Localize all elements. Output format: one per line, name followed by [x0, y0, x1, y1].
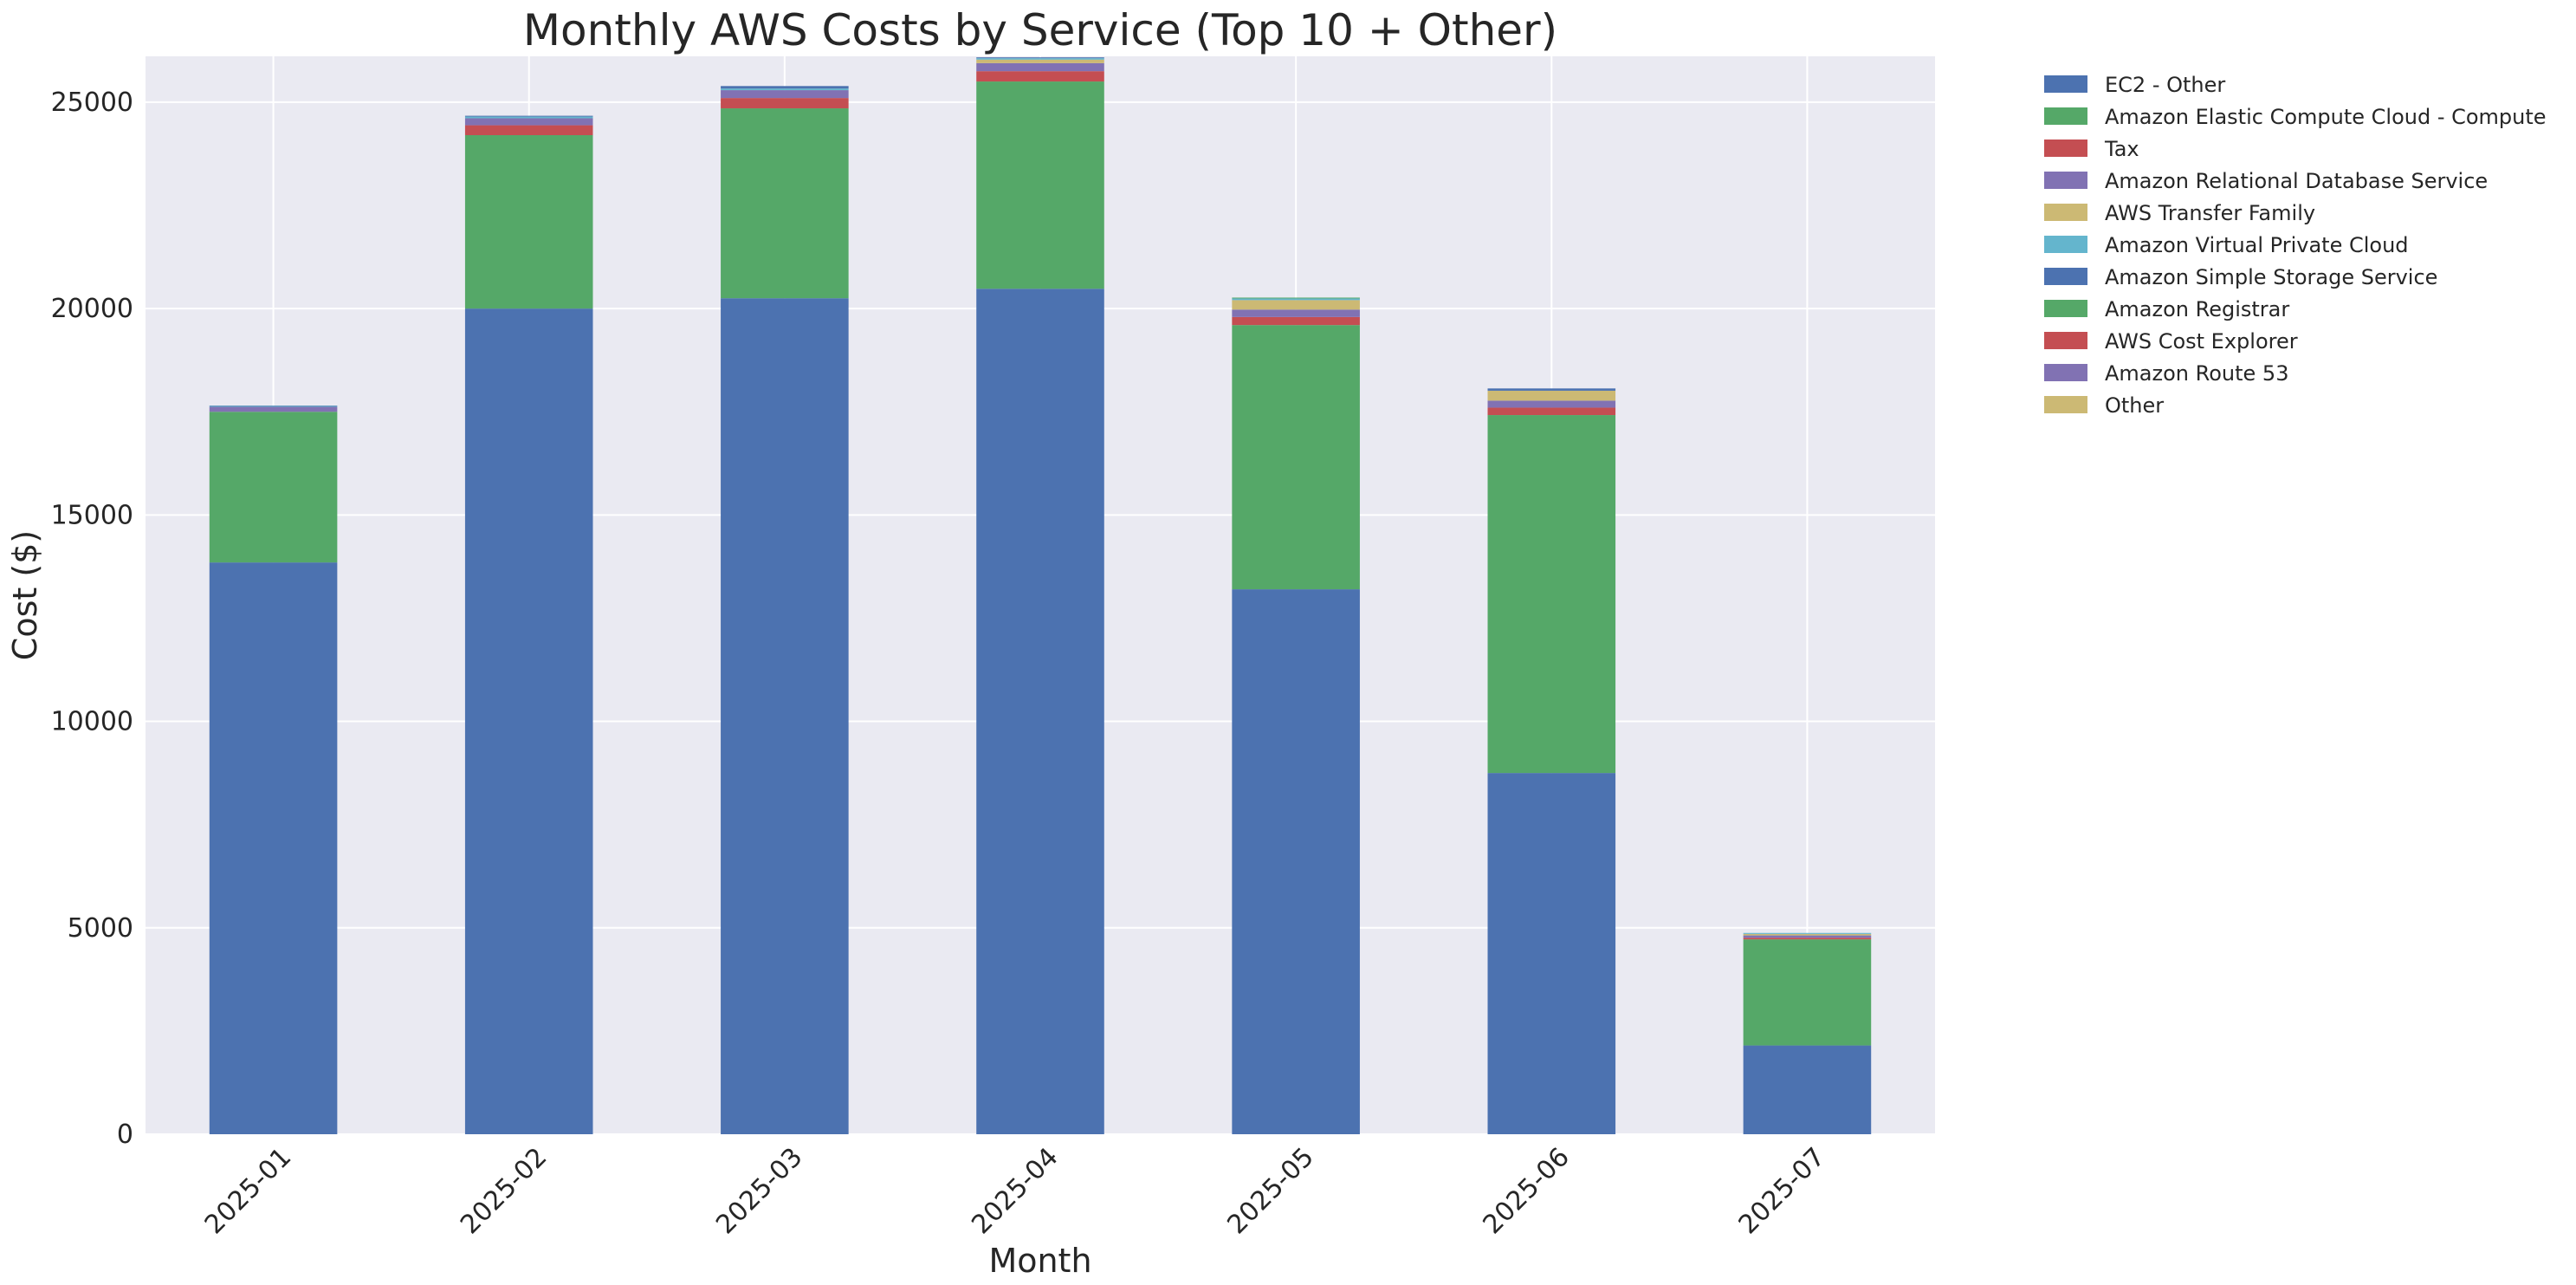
bar-segment-aws-transfer-family-2025-07 — [1743, 933, 1872, 936]
legend-label: Tax — [2104, 137, 2139, 161]
x-tick-label: 2025-07 — [1733, 1142, 1831, 1240]
legend-swatch — [2044, 75, 2087, 93]
legend-swatch — [2044, 396, 2087, 413]
y-tick-labels: 0 5000 10000 15000 20000 25000 — [51, 88, 133, 1150]
legend: EC2 - Other Amazon Elastic Compute Cloud … — [2044, 73, 2547, 418]
y-axis-label: Cost ($) — [6, 530, 44, 660]
x-tick-labels: 2025-01 2025-02 2025-03 2025-04 2025-05 2025-… — [199, 1142, 1831, 1240]
legend-label: Amazon Simple Storage Service — [2105, 265, 2437, 289]
y-tick-label: 10000 — [51, 707, 133, 737]
y-tick-label: 25000 — [51, 88, 133, 118]
bar-segment-amazon-elastic-compute-cloud-compute-2025-03 — [721, 108, 849, 299]
bars — [209, 57, 1872, 1134]
bar-segment-tax-2025-06 — [1487, 407, 1616, 416]
x-tick-label: 2025-01 — [199, 1142, 297, 1240]
bar-segment-amazon-relational-database-service-2025-02 — [464, 118, 593, 126]
bar-segment-amazon-virtual-private-cloud-2025-04 — [976, 58, 1104, 60]
x-tick-label: 2025-02 — [455, 1142, 553, 1240]
x-tick-label: 2025-06 — [1478, 1142, 1576, 1240]
chart-title: Monthly AWS Costs by Service (Top 10 + O… — [523, 5, 1557, 55]
bar-segment-amazon-simple-storage-service-2025-02 — [464, 115, 593, 117]
bar-segment-tax-2025-05 — [1232, 316, 1360, 326]
bar-segment-ec2-other-2025-06 — [1487, 773, 1616, 1134]
bar-segment-amazon-relational-database-service-2025-01 — [209, 406, 338, 412]
legend-swatch — [2044, 140, 2087, 157]
bar-segment-amazon-relational-database-service-2025-06 — [1487, 400, 1616, 408]
bar-segment-aws-transfer-family-2025-06 — [1487, 390, 1616, 401]
bar-segment-amazon-registrar-2025-05 — [1232, 297, 1360, 299]
bar-segment-tax-2025-03 — [721, 98, 849, 109]
legend-swatch — [2044, 107, 2087, 125]
legend-swatch — [2044, 172, 2087, 189]
bar-segment-amazon-elastic-compute-cloud-compute-2025-04 — [976, 81, 1104, 289]
legend-label: EC2 - Other — [2105, 73, 2225, 97]
bar-segment-ec2-other-2025-05 — [1232, 589, 1360, 1134]
legend-swatch — [2044, 204, 2087, 221]
bar-segment-amazon-virtual-private-cloud-2025-03 — [721, 88, 849, 91]
bar-segment-amazon-elastic-compute-cloud-compute-2025-06 — [1487, 415, 1616, 774]
legend-label: Amazon Relational Database Service — [2105, 169, 2488, 193]
legend-label: AWS Cost Explorer — [2105, 329, 2298, 354]
x-tick-label: 2025-05 — [1221, 1142, 1319, 1240]
bar-segment-ec2-other-2025-04 — [976, 289, 1104, 1134]
y-tick-label: 5000 — [68, 913, 133, 944]
bar-segment-amazon-elastic-compute-cloud-compute-2025-02 — [464, 135, 593, 309]
bar-segment-amazon-simple-storage-service-2025-04 — [976, 57, 1104, 59]
bar-segment-aws-transfer-family-2025-05 — [1232, 300, 1360, 310]
bar-segment-amazon-elastic-compute-cloud-compute-2025-05 — [1232, 325, 1360, 590]
legend-swatch — [2044, 236, 2087, 253]
y-tick-label: 15000 — [51, 500, 133, 530]
bar-segment-tax-2025-02 — [464, 125, 593, 136]
bar-segment-tax-2025-07 — [1743, 938, 1872, 940]
bar-segment-amazon-elastic-compute-cloud-compute-2025-07 — [1743, 939, 1872, 1046]
bar-segment-amazon-simple-storage-service-2025-03 — [721, 86, 849, 89]
legend-label: AWS Transfer Family — [2105, 201, 2315, 225]
bar-segment-ec2-other-2025-02 — [464, 308, 593, 1134]
bar-segment-amazon-virtual-private-cloud-2025-01 — [209, 406, 338, 407]
bar-segment-amazon-relational-database-service-2025-07 — [1743, 935, 1872, 938]
legend-swatch — [2044, 364, 2087, 381]
bar-segment-ec2-other-2025-03 — [721, 298, 849, 1134]
x-tick-label: 2025-03 — [710, 1142, 808, 1240]
bar-segment-amazon-relational-database-service-2025-03 — [721, 90, 849, 99]
legend-label: Other — [2105, 393, 2164, 418]
bar-segment-amazon-relational-database-service-2025-05 — [1232, 309, 1360, 317]
bar-segment-amazon-virtual-private-cloud-2025-07 — [1743, 932, 1872, 934]
legend-swatch — [2044, 268, 2087, 285]
bar-segment-tax-2025-04 — [976, 71, 1104, 82]
bar-segment-amazon-virtual-private-cloud-2025-02 — [464, 116, 593, 119]
bar-segment-ec2-other-2025-01 — [209, 562, 338, 1134]
legend-swatch — [2044, 332, 2087, 349]
legend-label: Amazon Registrar — [2105, 297, 2289, 321]
bar-segment-aws-transfer-family-2025-04 — [976, 59, 1104, 63]
legend-label: Amazon Virtual Private Cloud — [2105, 233, 2409, 257]
legend-label: Amazon Elastic Compute Cloud - Compute — [2105, 105, 2547, 129]
bar-segment-amazon-virtual-private-cloud-2025-05 — [1232, 298, 1360, 301]
legend-label: Amazon Route 53 — [2105, 361, 2288, 386]
x-axis-label: Month — [988, 1242, 1091, 1280]
bar-segment-ec2-other-2025-07 — [1743, 1045, 1872, 1134]
x-tick-label: 2025-04 — [966, 1142, 1064, 1240]
legend-swatch — [2044, 300, 2087, 317]
bar-segment-amazon-elastic-compute-cloud-compute-2025-01 — [209, 412, 338, 563]
y-tick-label: 20000 — [51, 294, 133, 324]
bar-segment-amazon-relational-database-service-2025-04 — [976, 62, 1104, 72]
bar-segment-amazon-simple-storage-service-2025-06 — [1487, 388, 1616, 391]
y-tick-label: 0 — [117, 1120, 133, 1150]
